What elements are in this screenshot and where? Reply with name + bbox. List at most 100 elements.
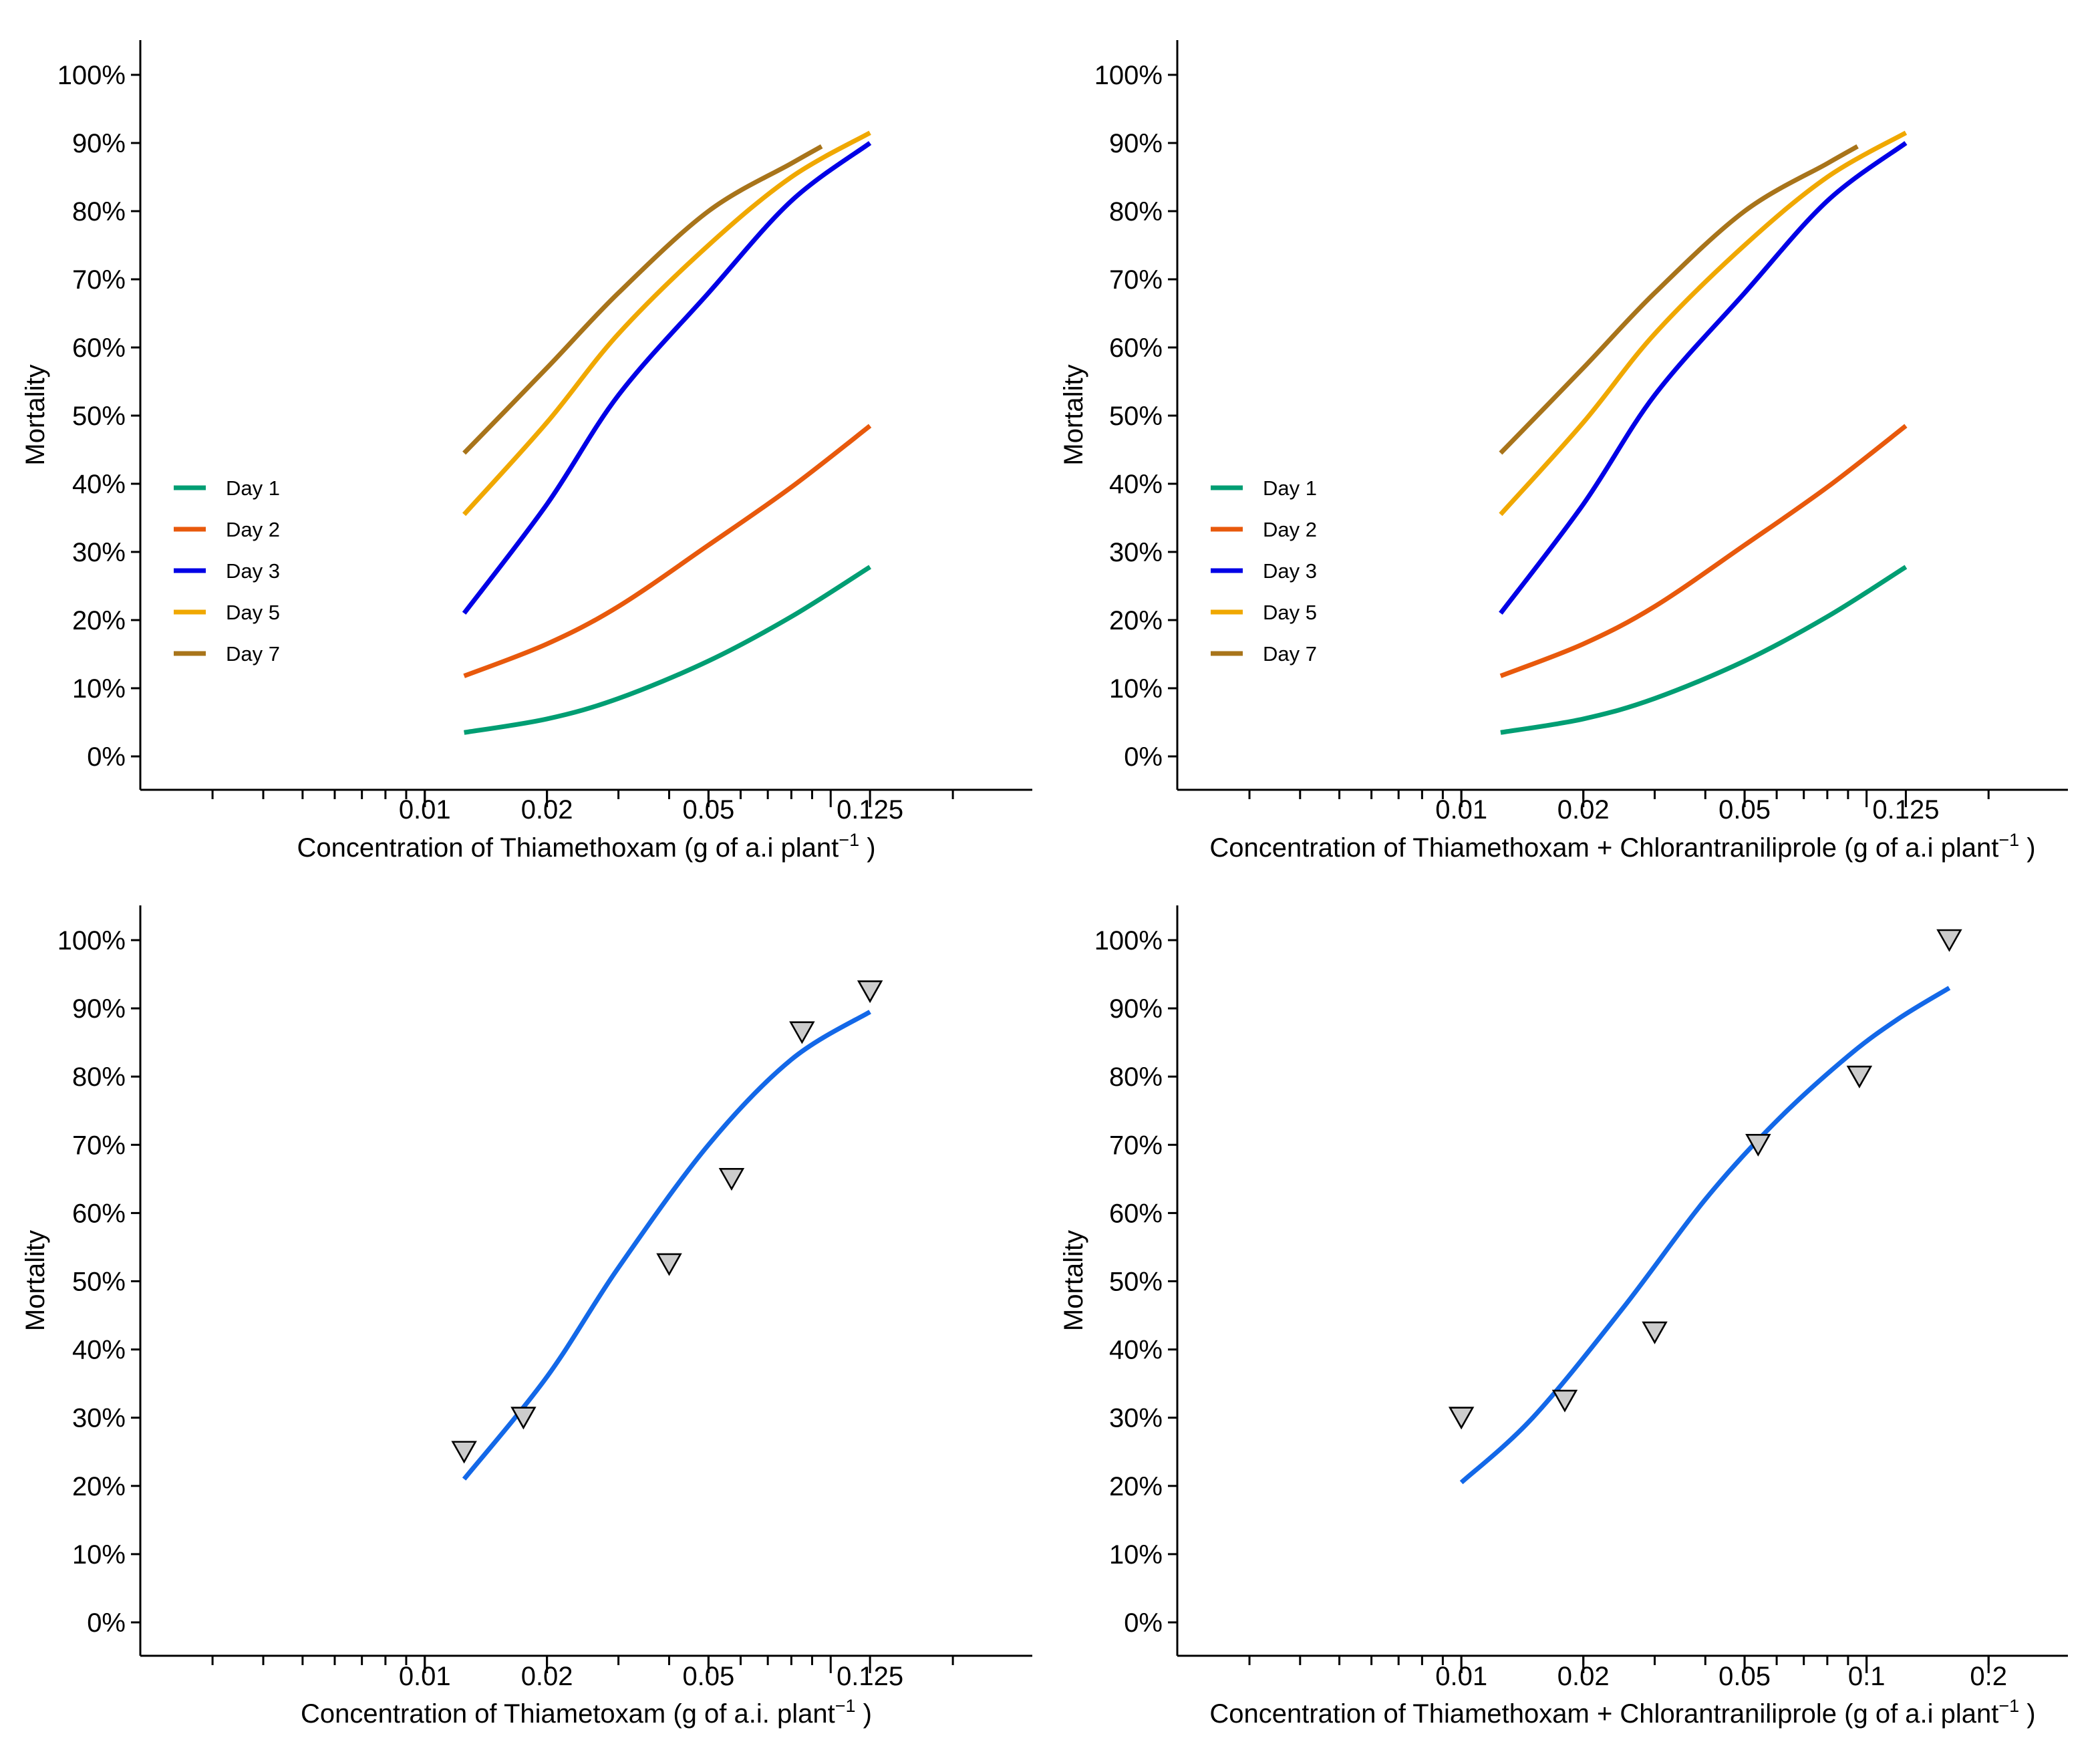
y-tick-label: 10%: [72, 1540, 126, 1570]
data-point-marker: [510, 1407, 537, 1430]
y-tick-label: 0%: [1124, 1608, 1163, 1638]
x-tick-label: 0.125: [837, 795, 903, 825]
x-tick-label: 0.01: [1435, 795, 1487, 825]
y-tick-label: 90%: [72, 129, 126, 158]
legend-label: Day 3: [1263, 559, 1317, 583]
y-tick-label: 20%: [1109, 606, 1163, 635]
y-tick-label: 60%: [1109, 333, 1163, 363]
y-tick-label: 0%: [87, 742, 126, 772]
y-tick-label: 40%: [1109, 470, 1163, 499]
y-tick-label: 60%: [1109, 1199, 1163, 1228]
series-line-day-1: [464, 565, 871, 735]
y-tick-label: 100%: [1094, 926, 1163, 956]
x-axis-title: Concentration of Thiamethoxam (g of a.i …: [297, 830, 875, 863]
y-tick-label: 70%: [72, 1131, 126, 1160]
x-tick-label: 0.02: [1557, 1662, 1610, 1691]
x-tick-label: 0.02: [521, 1662, 573, 1691]
data-point-marker: [857, 980, 883, 1004]
y-tick-label: 10%: [1109, 1540, 1163, 1570]
x-tick-label: 0.125: [1872, 795, 1939, 825]
y-tick-label: 10%: [1109, 674, 1163, 704]
panel-bottom-right: 0% 10% 20% 30% 40% 50% 60% 70% 80% 90% 100% 0.01 0.0…: [1059, 905, 2068, 1729]
y-tick-label: 90%: [1109, 994, 1163, 1024]
data-point-marker: [1745, 1134, 1771, 1157]
legend-label: Day 7: [226, 642, 280, 666]
x-tick-label: 0.02: [1557, 795, 1610, 825]
series-line-day-7: [1499, 144, 1859, 455]
legend-label: Day 2: [226, 518, 280, 541]
panel-top-left: 0% 10% 20% 30% 40% 50% 60% 70% 80% 90% 100% 0.01 0.0…: [21, 40, 1032, 863]
panel-bottom-left: 0% 10% 20% 30% 40% 50% 60% 70% 80% 90% 100% 0.01 0.0…: [21, 905, 1032, 1729]
x-tick-label: 0.01: [399, 795, 451, 825]
series-line-day-3: [462, 141, 872, 615]
y-tick-label: 30%: [1109, 538, 1163, 567]
y-tick-label: 20%: [72, 1472, 126, 1501]
y-tick-label: 0%: [1124, 742, 1163, 772]
series-line-day-3: [1499, 141, 1908, 615]
y-tick-label: 90%: [72, 994, 126, 1024]
x-tick-label: 0.05: [1718, 795, 1771, 825]
y-axis-title: Mortality: [1059, 1230, 1088, 1331]
y-tick-label: 70%: [72, 265, 126, 295]
legend-label: Day 7: [1263, 642, 1317, 666]
y-tick-label: 60%: [72, 1199, 126, 1228]
series-line-day-2: [463, 424, 872, 678]
y-tick-label: 100%: [1094, 61, 1163, 90]
y-tick-label: 50%: [72, 1268, 126, 1297]
y-tick-label: 70%: [1109, 1131, 1163, 1160]
y-tick-label: 40%: [1109, 1336, 1163, 1365]
data-point-marker: [1642, 1321, 1668, 1344]
y-tick-label: 60%: [72, 333, 126, 363]
x-tick-label: 0.01: [399, 1662, 451, 1691]
x-tick-label: 0.125: [837, 1662, 903, 1691]
x-axis-title: Concentration of Thiamethoxam + Chlorant…: [1209, 830, 2035, 863]
x-tick-label: 0.1: [1848, 1662, 1886, 1691]
x-tick-label: 0.05: [682, 795, 734, 825]
y-tick-label: 80%: [72, 1062, 126, 1092]
series-line-day-5: [462, 130, 871, 517]
y-axis-title: Mortality: [21, 364, 50, 465]
legend-label: Day 3: [226, 559, 280, 583]
fit-curve: [1459, 986, 1951, 1485]
y-tick-label: 0%: [87, 1608, 126, 1638]
x-tick-label: 0.01: [1435, 1662, 1487, 1691]
data-point-marker: [718, 1168, 745, 1191]
y-tick-label: 50%: [1109, 402, 1163, 431]
data-point-marker: [656, 1253, 682, 1276]
x-tick-label: 0.05: [682, 1662, 734, 1691]
series-line-day-2: [1499, 424, 1908, 678]
legend-label: Day 2: [1263, 518, 1317, 541]
y-tick-label: 40%: [72, 1336, 126, 1365]
y-tick-label: 30%: [72, 1404, 126, 1433]
y-tick-label: 30%: [72, 538, 126, 567]
x-tick-label: 0.2: [1970, 1662, 2007, 1691]
y-tick-label: 50%: [72, 402, 126, 431]
y-tick-label: 100%: [57, 926, 126, 956]
x-axis-title: Concentration of Thiametoxam (g of a.i. …: [301, 1696, 872, 1729]
y-tick-label: 80%: [72, 197, 126, 227]
series-line-day-7: [462, 144, 823, 455]
y-tick-label: 100%: [57, 61, 126, 90]
y-tick-label: 50%: [1109, 1268, 1163, 1297]
legend-label: Day 1: [1263, 476, 1317, 500]
y-tick-label: 70%: [1109, 265, 1163, 295]
y-tick-label: 40%: [72, 470, 126, 499]
y-axis-title: Mortality: [1059, 364, 1088, 465]
y-tick-label: 80%: [1109, 1062, 1163, 1092]
y-tick-label: 30%: [1109, 1404, 1163, 1433]
series-line-day-5: [1499, 130, 1908, 517]
y-tick-label: 80%: [1109, 197, 1163, 227]
legend-label: Day 5: [226, 601, 280, 624]
data-point-marker: [1448, 1407, 1475, 1430]
panel-top-right: 0% 10% 20% 30% 40% 50% 60% 70% 80% 90% 100% 0.01 0.0…: [1059, 40, 2068, 863]
data-point-marker: [451, 1441, 477, 1464]
y-tick-label: 90%: [1109, 129, 1163, 158]
legend-label: Day 1: [226, 476, 280, 500]
x-tick-label: 0.05: [1718, 1662, 1771, 1691]
y-axis-title: Mortality: [21, 1230, 50, 1331]
data-point-marker: [1936, 929, 1962, 952]
y-tick-label: 20%: [1109, 1472, 1163, 1501]
series-line-day-1: [1500, 565, 1908, 735]
data-point-marker: [789, 1021, 815, 1044]
